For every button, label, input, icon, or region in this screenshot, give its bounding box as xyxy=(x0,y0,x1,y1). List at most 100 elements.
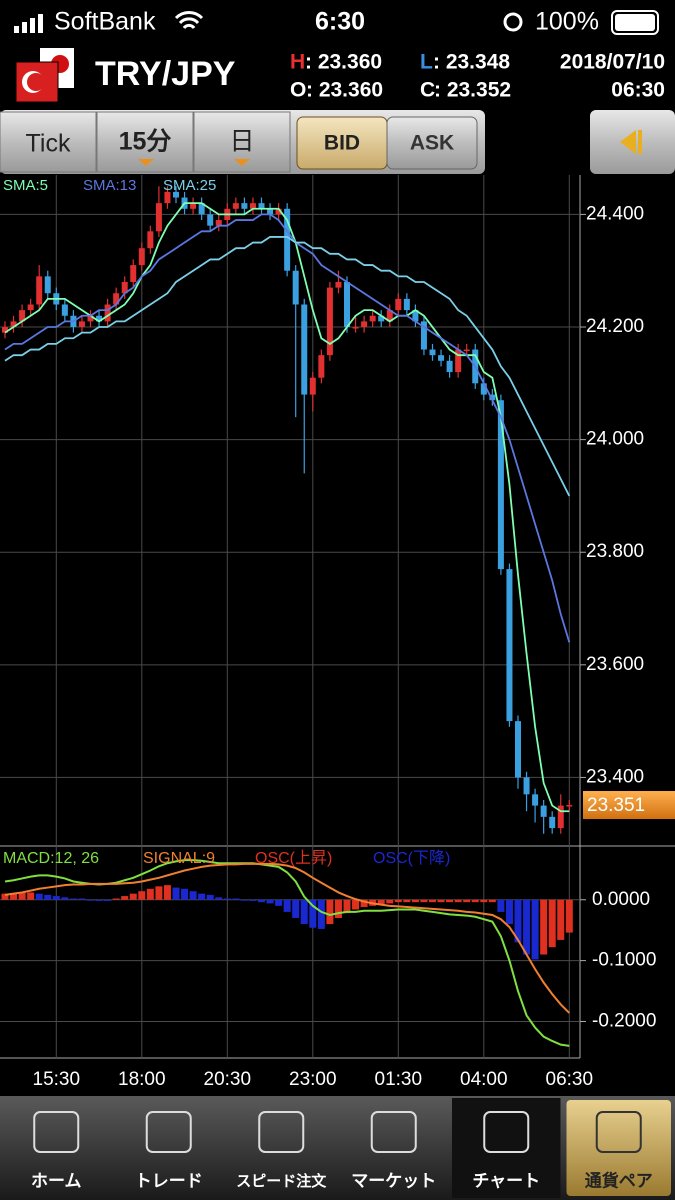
x-tick-label: 15:30 xyxy=(33,1069,81,1090)
osc-bar xyxy=(275,899,283,906)
candle-body xyxy=(540,805,547,817)
legend-label: SMA:5 xyxy=(3,177,48,194)
osc-bar xyxy=(446,899,454,903)
tab-icon xyxy=(145,1111,192,1153)
y-tick-label: -0.2000 xyxy=(592,1010,656,1031)
candle-body xyxy=(147,231,154,249)
candle-body xyxy=(87,315,94,322)
sma-line xyxy=(4,236,571,497)
candle-body xyxy=(395,298,402,311)
battery-percent: 100% xyxy=(535,8,599,36)
candle-body xyxy=(96,315,103,322)
candle-body xyxy=(557,805,564,829)
candle-body xyxy=(130,265,137,282)
y-tick-label: -0.1000 xyxy=(592,950,656,971)
osc-bar xyxy=(189,891,197,900)
candle-body xyxy=(523,777,530,795)
candle-body xyxy=(104,304,111,322)
candle-body xyxy=(455,349,462,373)
x-tick-label: 06:30 xyxy=(546,1069,594,1090)
candle-body xyxy=(361,321,368,328)
osc-bar xyxy=(44,894,52,900)
stat-value: : 23.360 xyxy=(306,79,383,102)
alarm-icon xyxy=(503,12,523,32)
candle-body xyxy=(19,310,26,322)
osc-bar xyxy=(352,899,360,910)
header: TRY/JPY H : 23.360 L : 23.348 O : 23.360… xyxy=(15,48,665,103)
osc-bar xyxy=(78,898,86,900)
y-tick-label: 24.000 xyxy=(586,429,644,450)
macd-line xyxy=(4,862,571,1014)
candle-body xyxy=(438,355,445,361)
osc-bar xyxy=(69,898,77,900)
candle-body xyxy=(275,208,282,215)
tab-bar: ホーム トレード スピード注文 マーケット チャート 通貨ペア xyxy=(0,1096,675,1200)
y-tick-label: 23.400 xyxy=(586,766,644,787)
osc-bar xyxy=(514,899,522,943)
signal-bar xyxy=(38,14,43,33)
tab-icon xyxy=(595,1111,642,1153)
pair-name: TRY/JPY xyxy=(95,55,236,93)
candle-body xyxy=(113,293,120,305)
candle-body xyxy=(369,315,376,322)
osc-bar xyxy=(480,899,488,903)
osc-bar xyxy=(531,899,539,960)
osc-bar xyxy=(258,899,265,903)
clock: 6:30 xyxy=(315,8,365,36)
tab-gold xyxy=(566,1100,671,1196)
ask-button[interactable] xyxy=(386,116,478,170)
osc-bar xyxy=(317,899,325,929)
candle-body xyxy=(446,360,453,373)
candle-body xyxy=(463,349,470,352)
candle-body xyxy=(198,203,205,215)
tab-label: チャート xyxy=(472,1171,540,1190)
legend-label: OSC(下降) xyxy=(373,849,450,867)
battery xyxy=(611,10,659,35)
stat-key: C xyxy=(420,79,435,102)
candle-body xyxy=(284,208,291,271)
osc-bar xyxy=(488,899,496,903)
osc-bar xyxy=(411,899,419,903)
candle-body xyxy=(326,287,333,356)
x-tick-label: 18:00 xyxy=(118,1069,166,1090)
osc-bar xyxy=(548,899,556,948)
osc-bar xyxy=(232,898,240,900)
y-tick-label: 24.400 xyxy=(586,203,644,224)
x-tick-label: 01:30 xyxy=(375,1069,423,1090)
candle-body xyxy=(138,248,145,266)
candle-body xyxy=(78,321,85,328)
tab-button[interactable] xyxy=(0,111,97,173)
osc-bar xyxy=(10,893,18,900)
osc-bar xyxy=(249,899,257,901)
osc-bar xyxy=(454,899,462,903)
dropdown-arrow xyxy=(234,159,250,166)
candle-body xyxy=(27,304,34,311)
osc-bar xyxy=(420,899,428,903)
tab-icon xyxy=(258,1111,305,1153)
chart: 15:30 18:00 20:30 23:00 01:30 04:00 06:30 24.40… xyxy=(0,175,675,1090)
candle-body xyxy=(566,805,573,807)
x-tick-label: 23:00 xyxy=(289,1069,337,1090)
osc-bar xyxy=(343,899,351,914)
tab-label: Tick xyxy=(26,130,71,158)
stat-key: O xyxy=(290,79,306,102)
tab-label: 15分 xyxy=(119,128,172,156)
y-tick-label: 23.600 xyxy=(586,654,644,675)
candle-body xyxy=(155,203,162,232)
stat-value: : 23.360 xyxy=(305,51,382,74)
legend-label: SMA:25 xyxy=(163,177,216,194)
candle-body xyxy=(267,208,274,215)
candle-body xyxy=(301,304,308,395)
candle-body xyxy=(480,383,487,395)
candle-body xyxy=(515,721,521,778)
osc-bar xyxy=(429,899,436,903)
osc-bar xyxy=(163,885,171,900)
osc-bar xyxy=(215,897,223,900)
y-tick-label: 24.200 xyxy=(586,316,644,337)
signal-bar xyxy=(14,26,19,33)
stat-value: : 23.348 xyxy=(433,51,510,74)
candle-body xyxy=(292,270,299,305)
candle-body xyxy=(318,355,325,378)
